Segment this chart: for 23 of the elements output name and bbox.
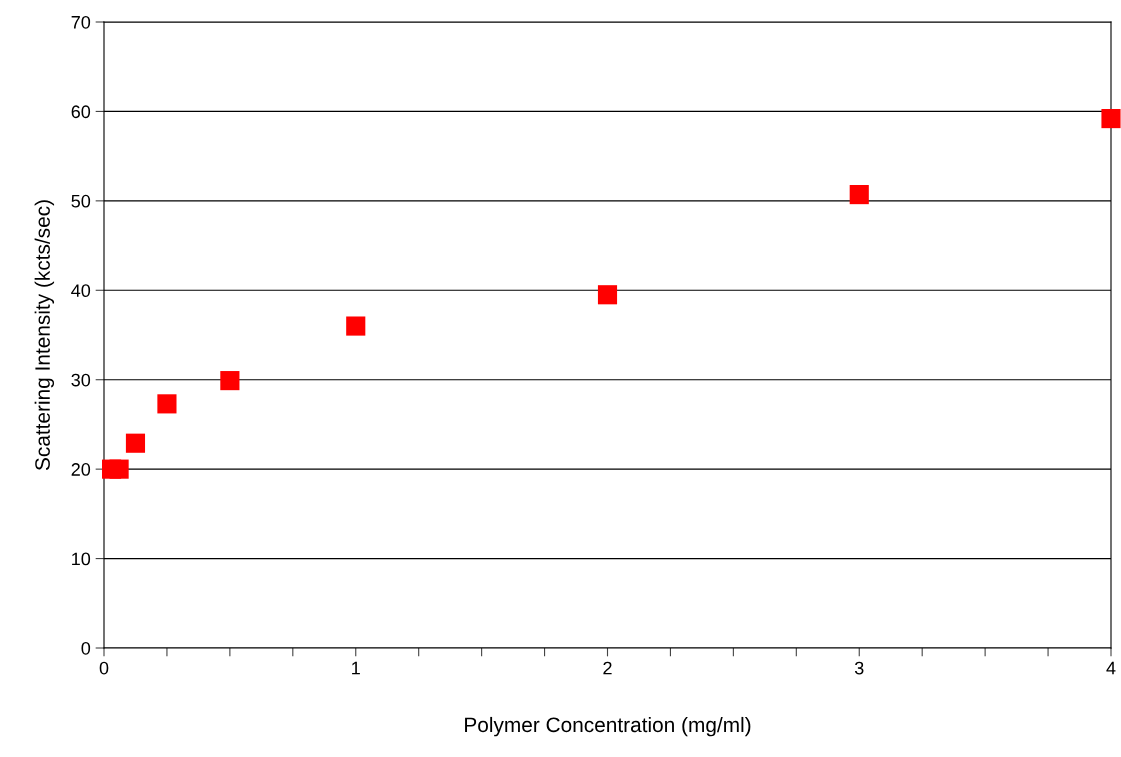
y-axis-title: Scattering Intensity (kcts/sec) [34, 200, 55, 471]
x-axis-title: Polymer Concentration (mg/ml) [465, 716, 751, 737]
y-tick-label: 20 [71, 463, 91, 476]
x-tick-label: 0 [99, 661, 109, 675]
x-tick-label: 3 [854, 661, 864, 675]
y-tick-label: 40 [71, 284, 91, 298]
point [220, 371, 240, 391]
point [849, 185, 869, 205]
point [1101, 109, 1121, 129]
x-tick-label: 4 [1106, 661, 1116, 675]
x-tick-label: 2 [603, 661, 612, 675]
point [157, 394, 177, 414]
point [125, 433, 146, 453]
y-tick-label: 50 [71, 194, 91, 208]
y-tick-label: 10 [72, 552, 91, 566]
x-tick-label: 1 [352, 661, 360, 675]
point [597, 285, 618, 305]
y-tick-label: 0 [81, 641, 91, 655]
y-tick-label: 30 [71, 373, 91, 387]
y-tick-label: 70 [71, 15, 91, 29]
y-tick-label: 60 [71, 105, 91, 119]
point [346, 316, 366, 336]
point [109, 459, 129, 479]
